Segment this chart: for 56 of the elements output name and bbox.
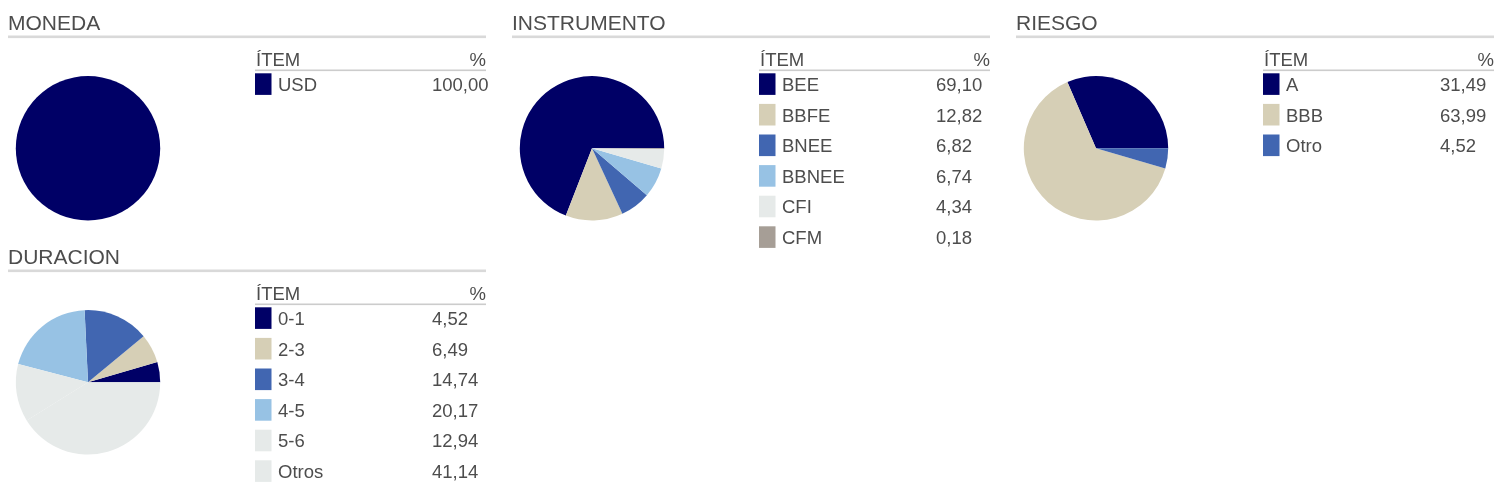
- pie-slice: [519, 76, 665, 216]
- data-label: 14,74: [432, 369, 479, 391]
- legend-label: 4-5: [278, 399, 305, 421]
- pie-slice: [88, 362, 161, 383]
- chart-title: MONEDA: [8, 10, 101, 34]
- pie-slice: [1067, 76, 1169, 149]
- legend-label: BEE: [782, 74, 820, 95]
- text: %: [1477, 48, 1494, 70]
- data-label: 6,74: [936, 165, 973, 187]
- pie-slice: [88, 336, 158, 383]
- data-label: 12,82: [936, 104, 983, 126]
- text: %: [469, 282, 486, 304]
- legend-label: BBNEE: [782, 165, 845, 187]
- legend-label: CFM: [782, 227, 823, 248]
- pie-slice: [1023, 82, 1166, 221]
- data-label: 41,14: [432, 461, 479, 482]
- chart-title: INSTRUMENTO: [512, 10, 666, 34]
- pie-slice: [592, 148, 662, 196]
- data-label: 6,82: [936, 135, 973, 157]
- chart-title: DURACION: [8, 244, 121, 268]
- pie-slice: [1096, 148, 1169, 169]
- legend-label: USD: [278, 74, 318, 95]
- data-label: 12,94: [432, 430, 479, 452]
- pie-slice: [592, 148, 665, 169]
- legend-label: 2-3: [278, 338, 305, 360]
- data-label: 6,49: [432, 338, 469, 360]
- text: %: [973, 48, 990, 70]
- data-label: 100,00: [432, 74, 489, 95]
- text: %: [469, 48, 486, 70]
- chart-title: RIESGO: [1016, 10, 1098, 34]
- legend-title: ÍTEM: [256, 48, 301, 70]
- legend-label: 3-4: [278, 369, 305, 391]
- legend-label: CFI: [782, 196, 812, 218]
- pie-slice: [565, 148, 623, 221]
- legend-label: A: [1286, 74, 1299, 95]
- legend-label: BBB: [1286, 104, 1324, 126]
- data-label: 4,52: [1440, 135, 1477, 157]
- legend-label: 0-1: [278, 308, 305, 329]
- data-label: 0,18: [936, 227, 973, 248]
- pie-slice: [84, 310, 144, 383]
- legend-title: ÍTEM: [256, 282, 301, 304]
- data-label: 20,17: [432, 399, 479, 421]
- legend-label: Otros: [278, 461, 324, 482]
- pie-slice: [18, 310, 88, 383]
- data-label: 4,52: [432, 308, 469, 329]
- data-label: 63,99: [1440, 104, 1487, 126]
- data-label: 4,34: [936, 196, 973, 218]
- legend-label: BNEE: [782, 135, 833, 157]
- legend-label: Otro: [1286, 135, 1322, 157]
- legend-title: ÍTEM: [1264, 48, 1309, 70]
- pie-slice: [592, 148, 647, 214]
- legend-label: BBFE: [782, 104, 831, 126]
- data-label: 69,10: [936, 74, 983, 95]
- data-label: 31,49: [1440, 74, 1487, 95]
- legend-title: ÍTEM: [760, 48, 805, 70]
- legend-label: 5-6: [278, 430, 305, 452]
